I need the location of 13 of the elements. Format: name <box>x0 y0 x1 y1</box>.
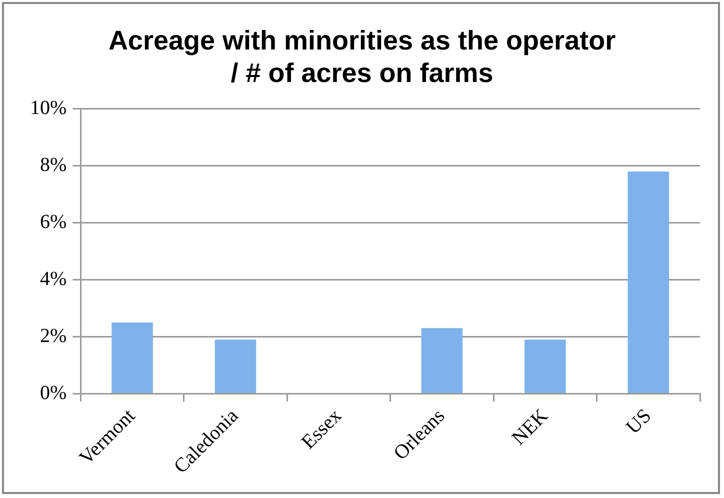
y-tick-label: 10% <box>30 97 67 120</box>
bar <box>628 171 670 393</box>
y-tick-label: 2% <box>40 324 67 347</box>
y-tick-label: 4% <box>40 268 67 290</box>
y-tick-label: 6% <box>40 211 67 234</box>
bar <box>112 322 153 393</box>
y-tick-label: 0% <box>40 382 67 404</box>
y-tick-label: 8% <box>40 154 67 176</box>
bar <box>214 340 256 393</box>
chart-title: Acreage with minorities as the operator / # of acres on farms <box>108 26 616 88</box>
x-tick-label: US <box>622 404 656 439</box>
bar <box>524 340 566 393</box>
bar <box>421 328 463 393</box>
